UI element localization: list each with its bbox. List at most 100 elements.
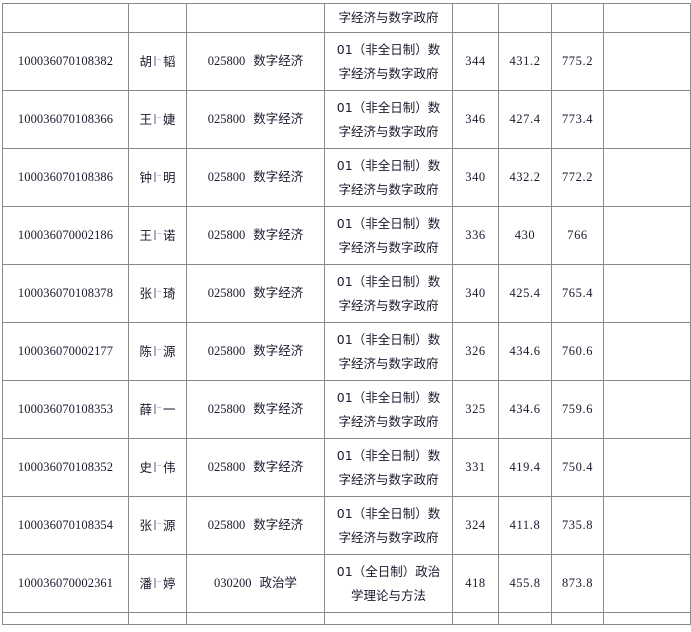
major-code: 025800 — [207, 228, 246, 243]
cell-total — [551, 3, 604, 33]
direction-line-2: 字经济与数字政府 — [338, 529, 439, 545]
table-row: 100036070108366 王婕 025800 数字经济 01（非全日制）数 字经济… — [2, 90, 691, 149]
major-code: 025800 — [207, 460, 246, 475]
cell-score-2: 411.8 — [498, 496, 552, 555]
cell-major: 025800 数字经济 — [186, 380, 325, 439]
cell-name: 薛一 — [128, 380, 187, 439]
cell-id: 100036070108386 — [2, 148, 129, 207]
cell-name: 王诺 — [128, 206, 187, 265]
direction-line-1: 01（非全日制）数 — [336, 447, 441, 463]
cell-major — [186, 612, 325, 625]
direction-line-1: 01（非全日制）数 — [336, 157, 441, 173]
cell-score-1: 346 — [452, 90, 499, 149]
name-surname: 陈 — [139, 343, 152, 359]
cell-id: 100036070108378 — [2, 264, 129, 323]
major-name: 数字经济 — [253, 285, 304, 301]
cell-name — [128, 612, 187, 625]
cell-remark — [603, 554, 691, 613]
cell-direction: 01（非全日制）数 字经济与数字政府 — [324, 32, 453, 91]
name-given: 婷 — [163, 575, 176, 591]
cell-score-1: 340 — [452, 148, 499, 207]
cell-score-1 — [452, 3, 499, 33]
cell-remark — [603, 90, 691, 149]
name-surname: 史 — [139, 459, 152, 475]
cell-direction: 01（非全日制）数 字经济与数字政府 — [324, 438, 453, 497]
table-row: 100036070108353 薛一 025800 数字经济 01（非全日制）数 字经济… — [2, 380, 691, 439]
direction-line-2: 字经济与数字政府 — [338, 297, 439, 313]
name-surname: 张 — [139, 517, 152, 533]
name-surname: 王 — [139, 227, 152, 243]
cell-name: 史伟 — [128, 438, 187, 497]
cell-id — [2, 612, 129, 625]
cell-major: 025800 数字经济 — [186, 264, 325, 323]
major-name: 政治学 — [259, 575, 297, 591]
score-table-sheet: 字经济与数字政府 100036070108382 胡韬 025800 数字经济 01（… — [0, 3, 691, 632]
cell-name: 陈源 — [128, 322, 187, 381]
cell-total: 873.8 — [551, 554, 604, 613]
cell-name: 张琦 — [128, 264, 187, 323]
name-redacted-char — [152, 403, 163, 415]
cell-direction: 字经济与数字政府 — [324, 3, 453, 33]
cell-remark — [603, 148, 691, 207]
direction-line-1: 01（非全日制）数 — [336, 389, 441, 405]
name-surname: 王 — [139, 111, 152, 127]
direction-line-1: 01（非全日制）数 — [336, 505, 441, 521]
cell-id: 100036070002361 — [2, 554, 129, 613]
cell-score-2: 419.4 — [498, 438, 552, 497]
cell-direction: 01（非全日制）数 字经济与数字政府 — [324, 322, 453, 381]
major-code: 025800 — [207, 112, 246, 127]
table-row: 100036070002361 潘婷 030200 政治学 01（全日制）政治 学理论与… — [2, 554, 691, 613]
table-row: 100036070002186 王诺 025800 数字经济 01（非全日制）数 字经济… — [2, 206, 691, 265]
cell-score-1: 340 — [452, 264, 499, 323]
direction-line-2: 字经济与数字政府 — [338, 181, 439, 197]
cell-name: 潘婷 — [128, 554, 187, 613]
cell-name: 张源 — [128, 496, 187, 555]
cell-score-1: 331 — [452, 438, 499, 497]
name-redacted-char — [152, 577, 163, 589]
cell-score-1: 324 — [452, 496, 499, 555]
cell-major: 025800 数字经济 — [186, 438, 325, 497]
major-name: 数字经济 — [253, 169, 304, 185]
name-given: 琦 — [163, 285, 176, 301]
cell-id: 100036070108354 — [2, 496, 129, 555]
cell-id — [2, 3, 129, 33]
cell-id: 100036070108366 — [2, 90, 129, 149]
table-row: 100036070002177 陈源 025800 数字经济 01（非全日制）数 字经济… — [2, 322, 691, 381]
direction-line-2: 字经济与数字政府 — [338, 65, 439, 81]
cell-score-2: 455.8 — [498, 554, 552, 613]
table-row: 100036070108386 钟明 025800 数字经济 01（非全日制）数 字经济… — [2, 148, 691, 207]
cell-major: 025800 数字经济 — [186, 148, 325, 207]
name-redacted-char — [152, 171, 163, 183]
direction-line-2: 字经济与数字政府 — [338, 239, 439, 255]
cell-score-1: 326 — [452, 322, 499, 381]
major-name: 数字经济 — [253, 517, 304, 533]
cell-total: 775.2 — [551, 32, 604, 91]
name-given: 韬 — [163, 53, 176, 69]
cell-id: 100036070108382 — [2, 32, 129, 91]
cell-direction: 01（非全日制）数 字经济与数字政府 — [324, 148, 453, 207]
cell-major: 030200 政治学 — [186, 554, 325, 613]
cell-score-1: 336 — [452, 206, 499, 265]
cell-score-2: 432.2 — [498, 148, 552, 207]
major-code: 025800 — [207, 402, 246, 417]
name-redacted-char — [152, 461, 163, 473]
direction-line-1: 01（非全日制）数 — [336, 99, 441, 115]
cell-remark — [603, 380, 691, 439]
cell-id: 100036070002186 — [2, 206, 129, 265]
cell-total: 772.2 — [551, 148, 604, 207]
direction-line-1: 01（非全日制）数 — [336, 331, 441, 347]
cell-direction: 01（全日制）政治 学理论与方法 — [324, 554, 453, 613]
major-code: 025800 — [207, 170, 246, 185]
direction-line-2: 学理论与方法 — [350, 587, 426, 603]
cell-score-1: 344 — [452, 32, 499, 91]
name-redacted-char — [152, 345, 163, 357]
direction-line-1: 01（非全日制）数 — [336, 41, 441, 57]
direction-line-2: 字经济与数字政府 — [338, 355, 439, 371]
name-given: 源 — [163, 343, 176, 359]
cell-total: 760.6 — [551, 322, 604, 381]
cell-total: 735.8 — [551, 496, 604, 555]
name-redacted-char — [152, 113, 163, 125]
cell-score-2: 425.4 — [498, 264, 552, 323]
cell-remark — [603, 32, 691, 91]
cell-total: 759.6 — [551, 380, 604, 439]
